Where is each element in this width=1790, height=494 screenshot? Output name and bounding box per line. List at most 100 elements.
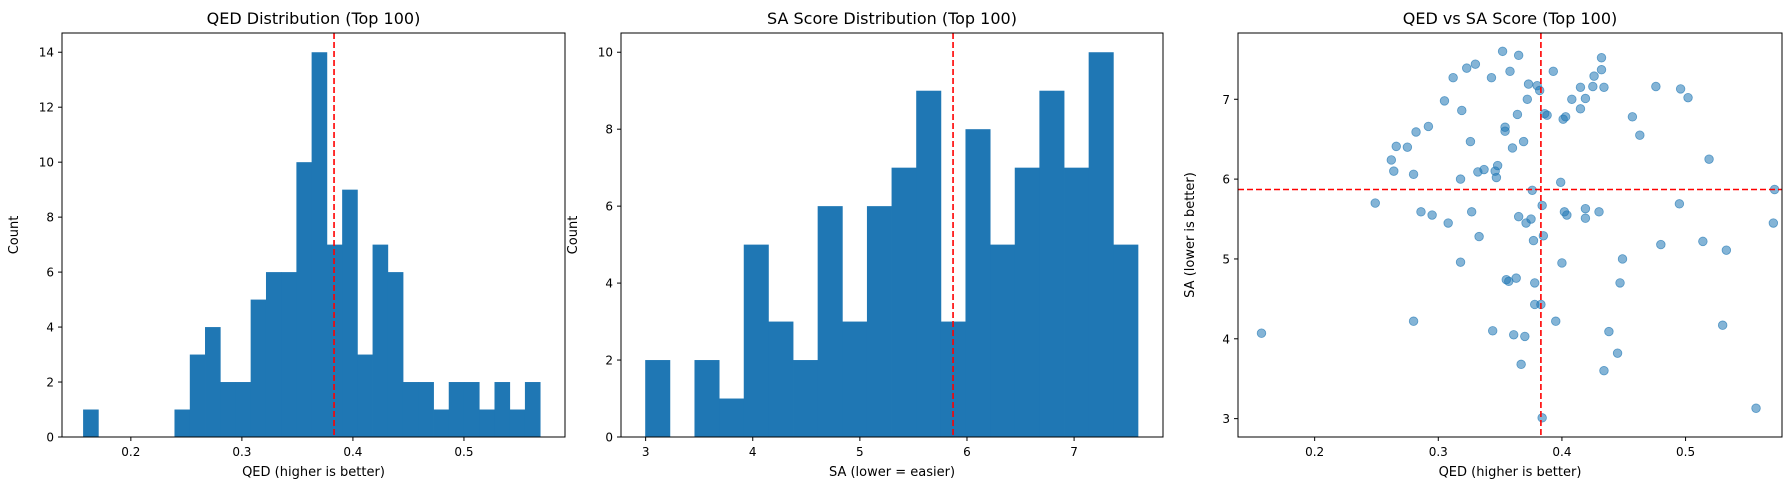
histogram-bar	[990, 244, 1016, 437]
histogram-bar	[479, 409, 495, 437]
scatter-point	[1528, 235, 1539, 246]
scatter-point	[1717, 320, 1728, 330]
histogram-bar	[311, 52, 328, 437]
scatter-point	[1491, 172, 1502, 183]
histogram-bar	[250, 299, 267, 437]
histogram-bar	[281, 272, 297, 437]
scatter-point	[1455, 257, 1466, 267]
y-tick-label: 6	[1222, 173, 1230, 187]
y-tick-label: 5	[1222, 252, 1230, 266]
scatter-point	[1402, 142, 1413, 152]
histogram-bar	[768, 321, 794, 437]
histogram-bar	[296, 162, 313, 437]
scatter-point	[1408, 169, 1419, 180]
scatter-point	[1575, 82, 1586, 92]
scatter-point	[1462, 63, 1472, 73]
histogram-bar	[524, 382, 541, 437]
histogram-bar	[448, 382, 465, 437]
scatter-point	[1651, 81, 1661, 92]
scatter-point	[1516, 359, 1526, 370]
chart-title: QED Distribution (Top 100)	[207, 9, 421, 28]
y-tick-label: 7	[1222, 93, 1230, 107]
scatter-point	[1479, 164, 1489, 175]
scatter-point	[1683, 92, 1693, 103]
x-tick-label: 0.4	[343, 445, 362, 459]
histogram-bar	[1088, 52, 1114, 437]
scatter-point	[1635, 130, 1645, 140]
scatter-point	[1487, 326, 1498, 336]
scatter-point	[1588, 81, 1598, 92]
scatter-point	[1557, 258, 1567, 268]
histogram-bar	[402, 382, 419, 437]
scatter-point	[1509, 330, 1519, 340]
histogram-bar	[1014, 167, 1040, 437]
histogram-bar	[1039, 90, 1065, 437]
scatter-point	[1474, 231, 1484, 242]
histogram-bar	[817, 206, 843, 437]
histogram-bar	[342, 189, 358, 437]
y-tick-label: 6	[605, 200, 613, 214]
y-tick-label: 6	[46, 266, 54, 280]
scatter-point	[1386, 155, 1397, 165]
scatter-point	[1497, 46, 1508, 57]
scatter-point	[1617, 254, 1628, 264]
histogram-bar	[743, 244, 769, 437]
y-tick-label: 14	[39, 46, 54, 60]
histogram-bar	[189, 354, 206, 437]
x-axis-label: QED (higher is better)	[242, 465, 385, 480]
axes-frame	[61, 32, 566, 438]
scatter-point	[1627, 112, 1638, 122]
scatter-point	[1526, 214, 1536, 224]
scatter-point	[1560, 112, 1571, 122]
x-tick-label: 0.3	[232, 445, 251, 459]
scatter-point	[1596, 65, 1607, 75]
y-tick-label: 2	[605, 354, 613, 368]
scatter-point	[1551, 316, 1561, 326]
scatter-point	[1675, 84, 1686, 94]
chart-title: QED vs SA Score (Top 100)	[1403, 9, 1618, 28]
scatter-point	[1455, 174, 1466, 184]
y-tick-label: 2	[46, 376, 54, 390]
scatter-point	[1604, 326, 1614, 337]
scatter-point	[1408, 316, 1419, 326]
scatter-point	[1522, 94, 1533, 104]
x-tick-label: 0.4	[1552, 445, 1571, 459]
scatter-point	[1555, 177, 1566, 188]
histogram-bar	[235, 382, 252, 437]
scatter-point	[1599, 366, 1609, 376]
scatter-point	[1518, 136, 1529, 147]
scatter-point	[1256, 328, 1267, 338]
scatter-point	[1656, 239, 1666, 250]
x-axis-label: QED (higher is better)	[1439, 465, 1582, 480]
x-tick-label: 0.2	[121, 445, 140, 459]
scatter-point	[1768, 218, 1779, 228]
scatter-point	[1589, 71, 1599, 81]
histogram-bar	[1113, 244, 1139, 437]
scatter-point	[1416, 207, 1426, 217]
y-tick-label: 10	[598, 46, 613, 60]
scatter-point	[1427, 210, 1437, 220]
histogram-bar	[205, 327, 221, 437]
scatter-point	[1575, 104, 1586, 114]
scatter-point	[1537, 200, 1547, 211]
x-tick-label: 5	[856, 445, 864, 459]
scatter-point	[1704, 154, 1714, 164]
histogram-bar	[866, 206, 892, 437]
y-tick-label: 4	[605, 277, 613, 291]
scatter-point	[1512, 109, 1523, 120]
x-tick-label: 6	[963, 445, 971, 459]
histogram-bar	[220, 382, 236, 437]
x-tick-label: 3	[642, 445, 650, 459]
axes-frame	[1237, 32, 1783, 438]
scatter-point	[1492, 160, 1503, 171]
scatter-point	[1507, 143, 1518, 153]
scatter-point	[1443, 218, 1453, 228]
scatter-point	[1615, 278, 1625, 288]
scatter-point	[1500, 122, 1510, 132]
histogram-bar	[463, 382, 480, 437]
y-tick-label: 4	[46, 321, 54, 335]
scatter-point	[1389, 166, 1399, 176]
histogram-bar	[1064, 167, 1090, 437]
